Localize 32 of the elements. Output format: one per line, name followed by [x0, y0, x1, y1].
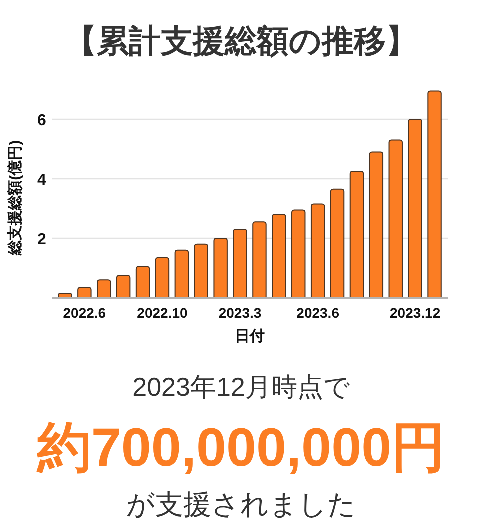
bar — [272, 214, 286, 298]
bar — [214, 238, 228, 298]
text: 約700,000,000円 — [36, 418, 446, 478]
text: 2023年12月時点で — [132, 372, 350, 402]
y-tick-label: 2 — [38, 231, 47, 248]
bar — [155, 257, 170, 298]
x-tick-label: 2022.6 — [63, 305, 106, 321]
bar — [330, 188, 345, 298]
x-tick-label: 2022.10 — [137, 305, 188, 321]
x-tick-label: 2023.12 — [390, 305, 441, 321]
y-tick-label: 4 — [38, 172, 47, 189]
chart-title: 【累計支援総額の推移】 — [65, 23, 418, 59]
bar — [97, 280, 112, 298]
y-axis-title: 総支援総額(億円) — [7, 140, 24, 256]
bar — [369, 152, 384, 298]
text: が支援されました — [126, 489, 356, 520]
bar — [310, 204, 326, 298]
bar — [408, 118, 422, 298]
x-axis-title: 日付 — [235, 328, 265, 345]
bar — [252, 222, 267, 298]
bar — [388, 140, 403, 298]
bar — [194, 244, 208, 298]
x-tick-label: 2023.6 — [296, 305, 340, 321]
x-tick-label: 2023.3 — [218, 305, 262, 321]
bar — [116, 275, 131, 298]
y-tick-label: 6 — [38, 112, 47, 130]
bar — [428, 90, 442, 298]
bar — [292, 210, 306, 298]
bar — [174, 250, 190, 298]
bar — [233, 229, 248, 298]
bar — [136, 266, 150, 298]
bar — [350, 171, 364, 298]
